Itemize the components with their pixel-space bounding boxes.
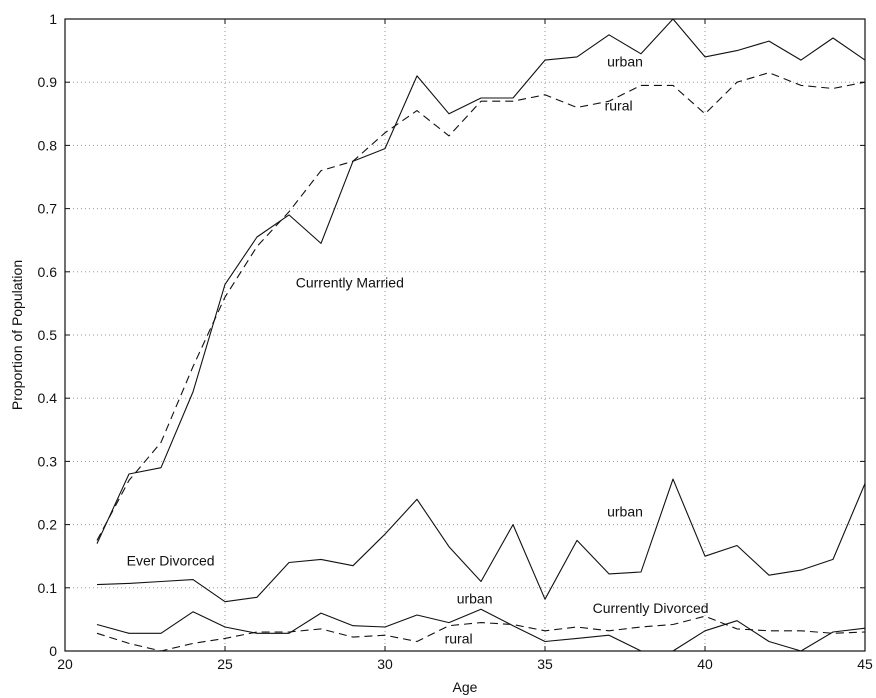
annotation-label: Currently Divorced xyxy=(593,600,709,616)
x-tick-label: 35 xyxy=(537,656,553,672)
x-axis-title: Age xyxy=(453,679,478,695)
series-line-2 xyxy=(96,72,866,541)
annotation-label: Currently Married xyxy=(296,275,404,291)
y-tick-label: 0.8 xyxy=(38,137,58,153)
annotation-layer: urban rural Currently Married urban Ever Div… xyxy=(127,53,709,646)
series-layer xyxy=(96,18,866,652)
series-line-3 xyxy=(96,478,866,603)
grid-layer xyxy=(65,19,865,651)
series-line-5 xyxy=(96,615,866,652)
y-tick-label: 0.7 xyxy=(38,201,58,217)
annotation-label: urban xyxy=(607,503,643,519)
y-tick-label: 0.1 xyxy=(38,580,58,596)
annotation-label: urban xyxy=(607,53,643,69)
annotation-label: Ever Divorced xyxy=(127,553,215,569)
y-axis-title: Proportion of Population xyxy=(9,260,25,410)
x-tick-label: 45 xyxy=(857,656,873,672)
y-tick-label: 0.6 xyxy=(38,264,58,280)
annotation-label: rural xyxy=(445,630,473,646)
y-tick-label: 0.9 xyxy=(38,74,58,90)
x-tick-label: 25 xyxy=(217,656,233,672)
y-tick-label: 0.2 xyxy=(38,517,58,533)
annotation-label: rural xyxy=(605,98,633,114)
y-tick-label: 0.5 xyxy=(38,327,58,343)
annotation-label: urban xyxy=(457,591,493,607)
y-tick-label: 1 xyxy=(49,11,57,27)
x-tick-label: 40 xyxy=(697,656,713,672)
series-line-1 xyxy=(96,18,866,544)
x-tick-label: 30 xyxy=(377,656,393,672)
y-tick-label: 0.4 xyxy=(38,390,58,406)
series-line-4 xyxy=(96,608,866,652)
x-tick-label: 20 xyxy=(57,656,73,672)
tick-layer: 20 25 30 35 40 45 0 0.1 0.2 0.3 0.4 0.5 0.6 0.7 0.8 0.9… xyxy=(38,11,873,672)
y-tick-label: 0 xyxy=(49,643,57,659)
y-tick-label: 0.3 xyxy=(38,453,58,469)
